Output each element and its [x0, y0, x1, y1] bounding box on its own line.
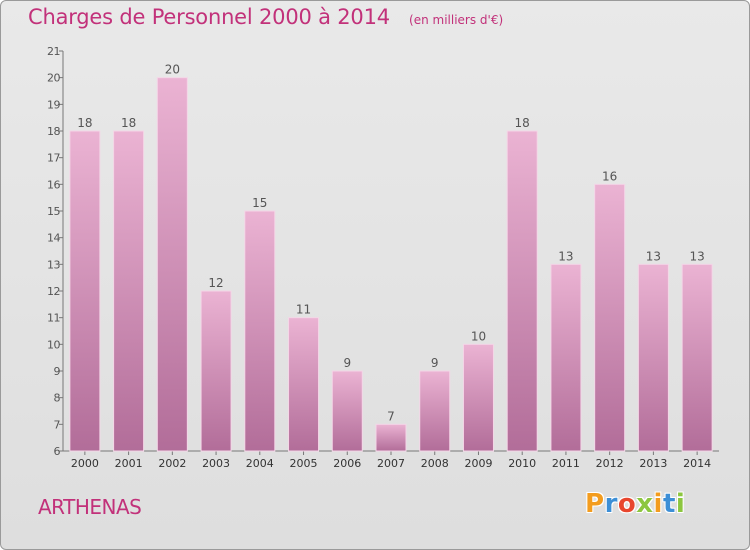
logo-letter: x	[636, 489, 654, 519]
y-tick-label: 13	[47, 258, 60, 271]
x-tick-label: 2008	[421, 457, 449, 470]
y-tick-label: 9	[54, 365, 61, 378]
data-label: 10	[471, 329, 486, 343]
y-tick-label: 20	[47, 72, 60, 85]
y-tick-label: 10	[47, 338, 60, 351]
y-tick-label: 15	[47, 205, 60, 218]
logo-letter: r	[604, 489, 618, 519]
bar	[594, 183, 626, 452]
x-tick-label: 2012	[596, 457, 624, 470]
x-tick-label: 2009	[464, 457, 492, 470]
bars	[69, 77, 713, 452]
chart-title: Charges de Personnel 2000 à 2014	[28, 5, 390, 29]
data-label: 18	[515, 116, 530, 130]
y-tick-label: 19	[47, 98, 60, 111]
y-tick-label: 14	[47, 232, 60, 245]
logo-letter: P	[585, 489, 605, 519]
bar	[200, 290, 232, 452]
bar	[462, 343, 494, 452]
data-label: 18	[121, 116, 136, 130]
y-tick-label: 11	[47, 312, 60, 325]
logo-letter: i	[675, 489, 686, 519]
y-tick-label: 16	[47, 178, 60, 191]
x-tick-label: 2011	[552, 457, 580, 470]
proxiti-logo: Proxiti	[585, 489, 685, 519]
y-tick-label: 21	[47, 45, 60, 58]
data-label: 13	[558, 249, 573, 263]
x-tick-label: 2003	[202, 457, 230, 470]
bar	[288, 317, 320, 452]
x-tick-label: 2013	[639, 457, 667, 470]
data-label: 11	[296, 303, 311, 317]
bar	[637, 263, 669, 452]
logo-letter: o	[617, 489, 637, 519]
data-label: 13	[646, 249, 661, 263]
x-tick-label: 2006	[333, 457, 361, 470]
data-label: 12	[208, 276, 223, 290]
y-tick-label: 12	[47, 285, 60, 298]
x-tick-label: 2005	[290, 457, 318, 470]
x-tick-label: 2000	[71, 457, 99, 470]
bar	[331, 370, 363, 452]
data-labels: 18 18 20 12 15 11 9 7 9 10 18 13 16 13 13	[77, 63, 705, 424]
bar	[375, 423, 407, 452]
x-tick-label: 2004	[246, 457, 274, 470]
x-tick-label: 2001	[115, 457, 143, 470]
data-label: 9	[431, 356, 439, 370]
bar	[244, 210, 276, 452]
y-tick-label: 6	[54, 445, 61, 458]
bar	[156, 77, 188, 452]
bar	[550, 263, 582, 452]
bar	[506, 130, 538, 452]
bar	[419, 370, 451, 452]
axes: 6 7 8 9 10 11 12 13 14 15 16 17 18 19 20 21 2000 2001 2002…	[47, 45, 719, 470]
y-tick-label: 18	[47, 125, 60, 138]
logo-letter: i	[653, 489, 663, 519]
x-tick-label: 2014	[683, 457, 711, 470]
y-tick-label: 17	[47, 152, 60, 165]
bar	[69, 130, 101, 452]
data-label: 15	[252, 196, 267, 210]
data-label: 16	[602, 169, 617, 183]
chart-subtitle: (en milliers d'€)	[409, 13, 504, 27]
y-tick-label: 8	[54, 392, 61, 405]
data-label: 18	[77, 116, 92, 130]
data-label: 7	[387, 409, 395, 423]
title-line: Charges de Personnel 2000 à 2014 (en mil…	[28, 5, 503, 29]
bar	[681, 263, 713, 452]
x-tick-label: 2010	[508, 457, 536, 470]
y-tick-label: 7	[54, 418, 61, 431]
data-label: 20	[165, 63, 180, 77]
data-label: 13	[689, 249, 704, 263]
data-label: 9	[343, 356, 351, 370]
commune-name: ARTHENAS	[38, 495, 142, 519]
bar	[113, 130, 145, 452]
logo-letter: t	[662, 489, 676, 519]
x-tick-label: 2002	[158, 457, 186, 470]
x-tick-label: 2007	[377, 457, 405, 470]
